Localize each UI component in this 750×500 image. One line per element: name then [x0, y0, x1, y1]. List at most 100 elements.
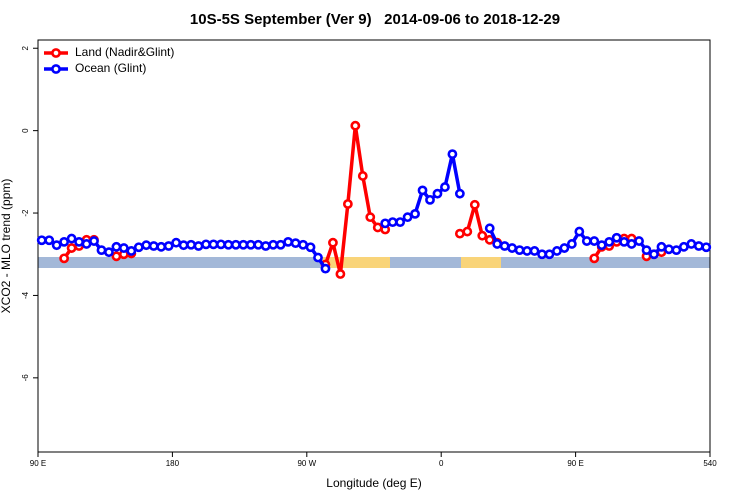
data-point: [469, 199, 480, 210]
x-tick-label: 90 E: [30, 459, 46, 468]
data-point: [619, 236, 630, 247]
data-point: [656, 241, 667, 252]
data-point: [186, 239, 196, 250]
data-point: [566, 239, 577, 249]
data-point: [74, 236, 84, 247]
data-point: [320, 263, 331, 274]
data-point: [589, 236, 600, 246]
data-point: [230, 239, 241, 250]
landmask-strip: [38, 257, 710, 268]
data-point: [245, 239, 256, 250]
data-point: [178, 240, 189, 251]
data-point: [268, 239, 279, 250]
data-point: [163, 241, 174, 251]
y-tick-label: 0: [21, 128, 30, 133]
x-tick-label: 180: [166, 459, 180, 468]
x-tick-label: 540: [703, 459, 717, 468]
data-point: [59, 253, 70, 264]
data-point: [365, 212, 376, 223]
legend-marker: [51, 64, 61, 74]
data-point: [156, 241, 167, 252]
data-point: [66, 243, 77, 253]
data-point: [664, 244, 674, 255]
data-point: [589, 253, 600, 264]
data-point: [44, 235, 55, 246]
data-point: [507, 243, 518, 253]
data-point: [671, 245, 682, 256]
data-point: [596, 240, 607, 251]
data-point: [701, 242, 712, 253]
data-point: [529, 246, 540, 256]
data-point: [522, 246, 532, 256]
data-point: [313, 252, 323, 263]
data-point: [118, 243, 129, 253]
data-point: [111, 251, 122, 262]
data-point: [447, 149, 458, 160]
y-axis-label: XCO2 - MLO trend (ppm): [0, 179, 13, 314]
data-point: [253, 239, 264, 250]
data-point: [417, 185, 428, 196]
y-tick-label: -2: [21, 209, 30, 217]
y-tick-label: 2: [21, 45, 30, 50]
x-tick-label: 0: [439, 459, 444, 468]
data-point: [611, 232, 622, 243]
data-point: [492, 239, 503, 249]
land-strip: [321, 257, 390, 268]
legend-label: Ocean (Glint): [75, 61, 146, 75]
data-point: [432, 188, 443, 199]
data-point: [649, 249, 659, 260]
data-point: [126, 246, 137, 256]
data-point: [574, 226, 585, 237]
data-point: [260, 241, 271, 251]
data-point: [678, 241, 689, 252]
data-point: [626, 239, 637, 249]
data-point: [305, 242, 316, 253]
data-point: [559, 243, 570, 253]
data-point: [514, 245, 525, 256]
data-point: [634, 236, 644, 246]
chart-title: 10S-5S September (Ver 9) 2014-09-06 to 2…: [190, 11, 560, 28]
y-tick-label: -6: [21, 374, 30, 382]
data-point: [148, 241, 159, 251]
data-point: [171, 237, 182, 248]
data-point: [290, 238, 301, 249]
data-point: [104, 247, 114, 258]
data-point: [223, 239, 234, 250]
data-point: [537, 249, 547, 260]
data-point: [81, 239, 92, 249]
data-point: [328, 237, 338, 248]
data-point: [201, 239, 211, 250]
data-point: [36, 235, 47, 246]
data-point: [425, 194, 435, 205]
data-point: [581, 236, 592, 246]
data-point: [216, 239, 226, 250]
data-point: [454, 188, 465, 199]
data-point: [440, 182, 450, 192]
data-point: [372, 222, 383, 233]
data-point: [335, 269, 346, 279]
data-point: [380, 218, 391, 229]
data-point: [686, 239, 697, 249]
data-point: [89, 236, 99, 246]
data-point: [499, 241, 510, 251]
data-point: [693, 241, 704, 251]
data-point: [552, 246, 562, 256]
x-axis-label: Longitude (deg E): [326, 476, 421, 490]
series: [36, 149, 712, 274]
data-point: [51, 240, 62, 251]
data-point: [238, 239, 249, 250]
data-point: [283, 236, 294, 247]
data-point: [484, 223, 495, 234]
land-strip: [461, 257, 501, 268]
x-tick-label: 90 E: [567, 459, 583, 468]
y-tick-label: -4: [21, 291, 30, 299]
data-point: [350, 120, 361, 131]
data-point: [454, 228, 465, 239]
x-tick-label: 90 W: [297, 459, 316, 468]
data-point: [342, 199, 353, 209]
data-point: [96, 245, 107, 256]
data-point: [410, 208, 420, 219]
data-point: [477, 230, 488, 241]
data-point: [641, 245, 652, 256]
